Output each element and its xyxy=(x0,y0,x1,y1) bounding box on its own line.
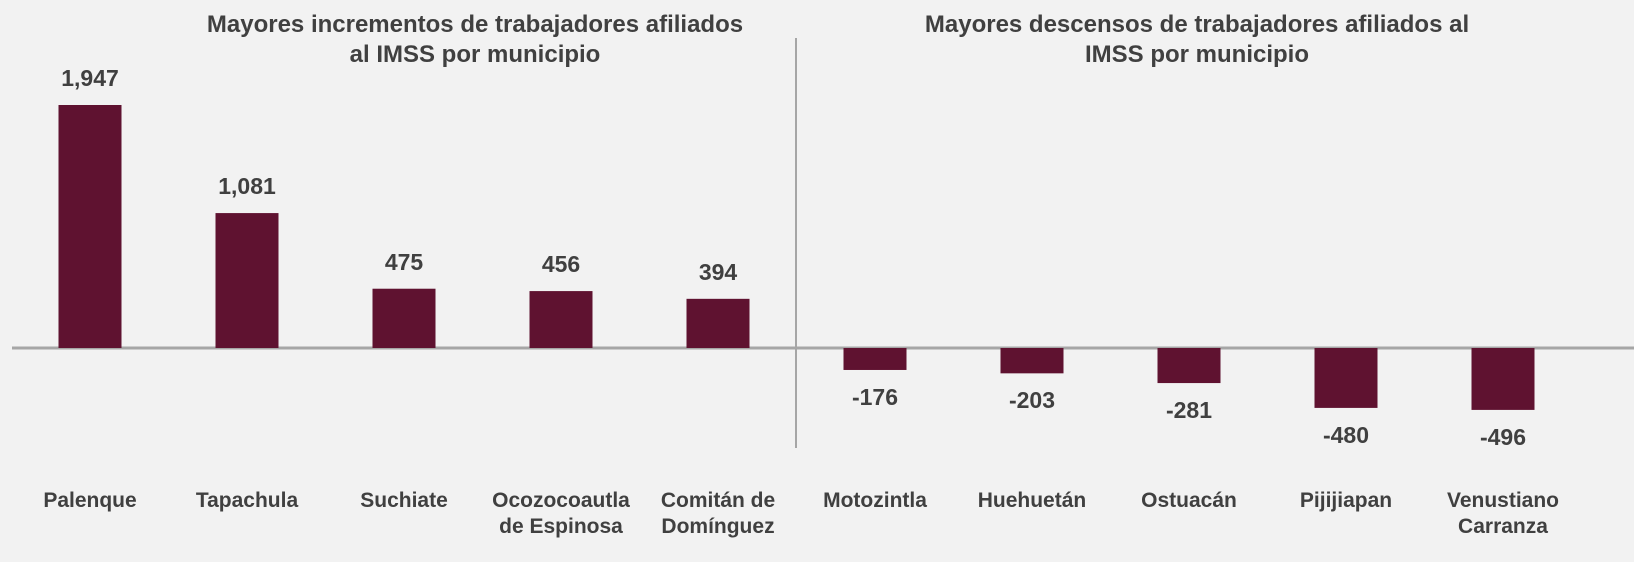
data-label: 456 xyxy=(541,251,581,278)
x-tick-label: Comitán de Domínguez xyxy=(660,489,776,538)
data-label: -281 xyxy=(1165,397,1213,424)
bar xyxy=(58,105,122,348)
data-label: -480 xyxy=(1322,421,1370,448)
bar xyxy=(1157,348,1221,384)
bar xyxy=(1471,348,1535,410)
data-label: 1,081 xyxy=(218,173,276,200)
data-label: 1,947 xyxy=(61,65,119,91)
x-tick-label: Motozintla xyxy=(823,489,927,512)
bar xyxy=(372,288,436,348)
data-label: 475 xyxy=(384,248,424,275)
x-tick-label: Pijijiapan xyxy=(1299,489,1393,512)
bar xyxy=(1314,348,1378,408)
x-tick-label: Venustiano Carranza xyxy=(1446,489,1560,538)
bar xyxy=(529,291,593,348)
x-tick-label: Suchiate xyxy=(360,489,448,512)
bar xyxy=(1000,348,1064,374)
x-tick-label: Palenque xyxy=(43,489,137,512)
x-tick-label: Ocozocoautla de Espinosa xyxy=(492,489,630,538)
data-label: -203 xyxy=(1008,387,1056,414)
data-label: 394 xyxy=(698,258,738,285)
bar xyxy=(215,213,279,348)
chart-title: Mayores descensos de trabajadores afilia… xyxy=(924,11,1470,68)
x-tick-label: Tapachula xyxy=(195,489,299,512)
data-label: -496 xyxy=(1479,423,1527,450)
data-label: -176 xyxy=(851,383,899,410)
x-tick-label: Huehuetán xyxy=(977,489,1087,512)
bar xyxy=(686,298,750,348)
x-tick-label: Ostuacán xyxy=(1141,489,1237,512)
chart-title: Mayores incrementos de trabajadores afil… xyxy=(206,11,744,68)
bar xyxy=(843,348,907,370)
